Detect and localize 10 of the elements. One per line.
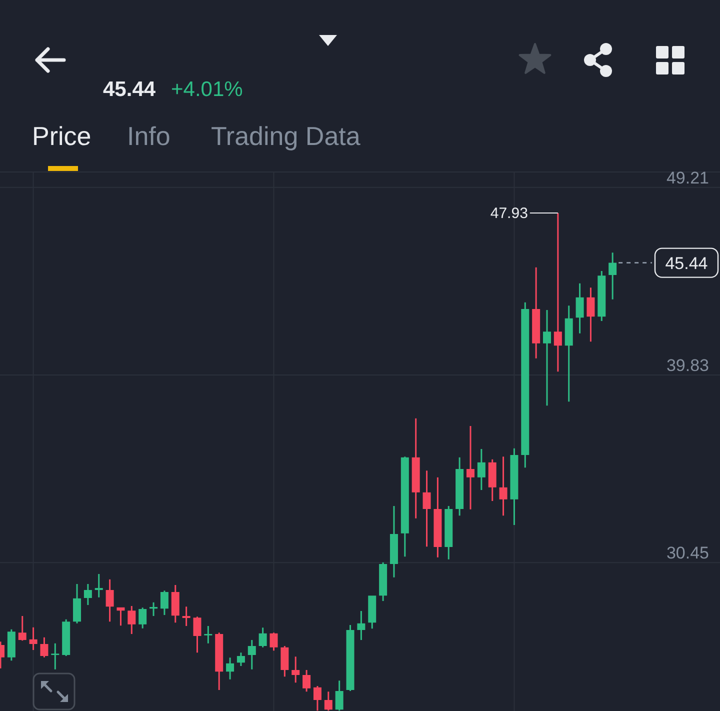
y-tick-label: 49.21 xyxy=(666,168,709,188)
y-tick-label: 30.45 xyxy=(666,544,709,563)
ref-line-label: 45.44 xyxy=(665,254,708,273)
annotation: 47.93 xyxy=(490,205,528,222)
text: +4.01% xyxy=(171,78,243,101)
y-tick-label: 39.83 xyxy=(666,356,709,375)
text: Trading Data xyxy=(211,121,361,151)
text: Price xyxy=(32,121,92,151)
text: 45.44 xyxy=(103,78,156,101)
text: Info xyxy=(127,121,170,151)
